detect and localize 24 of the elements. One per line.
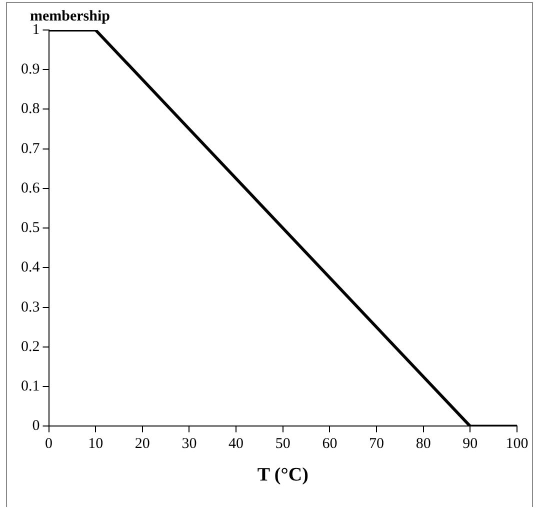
y-tick-label: 0.7 [21,140,40,157]
y-tick-label: 0.8 [21,101,40,118]
y-tick-label: 0.1 [21,378,40,395]
x-tick-label: 20 [134,436,150,452]
x-tick-label: 10 [88,436,104,452]
x-tick-label: 100 [506,436,528,452]
y-axis-title: membership [30,8,110,24]
y-tick-label: 0.2 [21,338,40,355]
y-tick-label: 0.3 [21,299,40,316]
x-tick-label: 70 [369,436,384,452]
x-tick-label: 0 [45,436,52,452]
y-tick-label: 1 [32,22,40,38]
y-tick-label: 0.4 [21,260,40,276]
x-tick-label: 90 [462,436,478,452]
x-tick-label: 80 [416,436,431,452]
x-tick-label: 30 [182,436,197,452]
x-tick-label: 50 [275,436,290,452]
y-tick-label: 0.5 [21,220,40,236]
x-tick-label: 40 [228,436,244,452]
y-tick-label: 0.9 [21,62,40,78]
y-tick-label: 0.6 [21,180,40,196]
y-tick-label: 0 [32,418,40,434]
x-tick-label: 60 [322,436,338,452]
x-axis-title: T (°C) [257,464,308,486]
